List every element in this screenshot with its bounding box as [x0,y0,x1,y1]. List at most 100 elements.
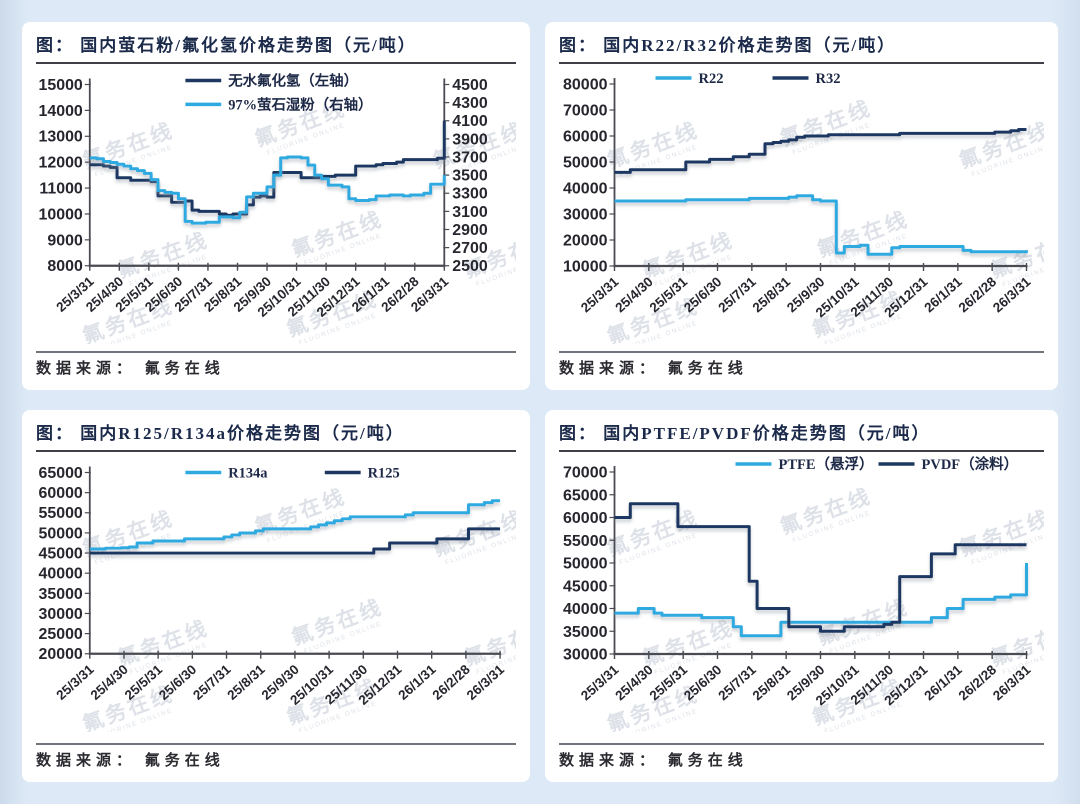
series-line-R22 [614,194,1028,256]
svg-text:26/1/31: 26/1/31 [921,662,965,704]
svg-text:26/1/31: 26/1/31 [921,274,965,316]
svg-text:R125: R125 [368,465,400,481]
svg-text:R32: R32 [816,71,841,87]
chart-card-ptfe-pvdf: 图： 国内PTFE/PVDF价格走势图（元/吨） 氟务在线 FLUORINE ON… [545,410,1058,782]
svg-text:R134a: R134a [228,465,267,481]
data-source-label: 数据来源： 氟务在线 [559,361,748,377]
svg-text:25/3/31: 25/3/31 [578,274,622,316]
svg-text:11000: 11000 [39,181,83,198]
svg-text:65000: 65000 [39,465,83,482]
chart-card-fluorite-hf: 图： 国内萤石粉/氟化氢价格走势图（元/吨） 氟务在线 FLUORINE ONLI… [22,22,530,390]
svg-text:25/8/31: 25/8/31 [750,274,794,316]
chart-card-r22-r32: 图： 国内R22/R32价格走势图（元/吨） 氟务在线 FLUORINE ONLI… [545,22,1058,390]
chart-title: 图： 国内PTFE/PVDF价格走势图（元/吨） [559,424,931,443]
svg-text:9000: 9000 [47,232,83,249]
svg-text:10000: 10000 [39,206,83,223]
svg-text:50000: 50000 [563,155,608,172]
svg-text:50000: 50000 [39,525,83,542]
svg-text:25/7/31: 25/7/31 [715,274,759,316]
series-line-PVDF（涂料） [614,502,1027,633]
svg-text:55000: 55000 [39,505,83,522]
x-axis: 25/3/3125/4/3025/5/3125/6/3025/7/3125/8/… [53,262,452,320]
svg-text:4500: 4500 [452,77,488,94]
chart-card-r125-r134a: 图： 国内R125/R134a价格走势图（元/吨） 氟务在线 FLUORINE O… [22,410,530,782]
svg-text:26/2/28: 26/2/28 [956,662,1000,704]
svg-text:70000: 70000 [563,103,608,120]
series-line-97%萤石湿粉（右轴） [89,155,446,225]
svg-text:4100: 4100 [452,113,488,130]
svg-text:26/2/28: 26/2/28 [429,661,473,702]
svg-text:25/6/30: 25/6/30 [681,662,725,703]
legend: R134a R125 [185,465,400,481]
svg-text:35000: 35000 [563,624,608,641]
series-line-R134a [89,499,501,551]
svg-text:13000: 13000 [39,129,83,146]
svg-text:50000: 50000 [563,556,608,573]
data-source-label: 数据来源： 氟务在线 [559,753,748,769]
svg-text:25/8/31: 25/8/31 [750,662,794,704]
svg-text:25/7/31: 25/7/31 [715,662,759,704]
svg-text:PTFE（悬浮）: PTFE（悬浮） [779,455,874,473]
svg-text:40000: 40000 [563,181,608,198]
chart-title: 图： 国内R22/R32价格走势图（元/吨） [559,36,897,55]
y-axis-left: 80000 70000 60000 50000 40000 30000 20000 10000 [563,77,616,276]
svg-text:26/2/28: 26/2/28 [956,274,1000,316]
svg-text:20000: 20000 [39,646,83,663]
svg-text:30000: 30000 [563,207,608,224]
y-axis-left: 70000 65000 60000 55000 50000 45000 40000 35000… [563,465,616,664]
chart-title: 图： 国内R125/R134a价格走势图（元/吨） [36,424,405,443]
svg-text:60000: 60000 [563,129,608,146]
svg-text:40000: 40000 [39,566,83,583]
svg-text:70000: 70000 [563,465,608,482]
svg-text:25/4/30: 25/4/30 [88,662,131,703]
svg-text:25/6/30: 25/6/30 [156,662,199,703]
title-divider [36,62,516,64]
svg-text:65000: 65000 [563,487,608,504]
svg-text:3100: 3100 [452,204,488,221]
svg-text:25/7/31: 25/7/31 [190,661,234,702]
svg-text:26/1/31: 26/1/31 [395,661,439,702]
svg-text:25/4/30: 25/4/30 [612,662,656,703]
svg-text:25/4/30: 25/4/30 [612,274,656,315]
svg-text:4300: 4300 [452,95,488,112]
series-line-R32 [614,128,1027,174]
svg-text:3300: 3300 [452,186,488,203]
source-divider [559,351,1044,353]
svg-text:20000: 20000 [563,233,608,250]
title-divider [36,450,516,452]
series-line-R125 [89,527,501,555]
legend: 无水氟化氢（左轴） 97%萤石湿粉（右轴） [185,71,372,113]
chart-title: 图： 国内萤石粉/氟化氢价格走势图（元/吨） [36,36,417,55]
title-divider [559,62,1044,64]
svg-text:PVDF（涂料）: PVDF（涂料） [922,455,1019,473]
data-source-label: 数据来源： 氟务在线 [36,361,225,377]
svg-text:10000: 10000 [563,259,608,276]
svg-text:35000: 35000 [39,586,83,603]
data-source-label: 数据来源： 氟务在线 [36,753,225,769]
svg-text:60000: 60000 [563,510,608,527]
svg-text:40000: 40000 [563,601,608,618]
svg-text:60000: 60000 [39,485,83,502]
source-divider [36,351,516,353]
svg-text:R22: R22 [699,71,724,87]
legend: R22 R32 [655,71,841,87]
source-divider [36,743,516,745]
svg-text:2900: 2900 [452,222,488,239]
source-divider [559,743,1044,745]
svg-text:无水氟化氢（左轴）: 无水氟化氢（左轴） [227,71,358,89]
